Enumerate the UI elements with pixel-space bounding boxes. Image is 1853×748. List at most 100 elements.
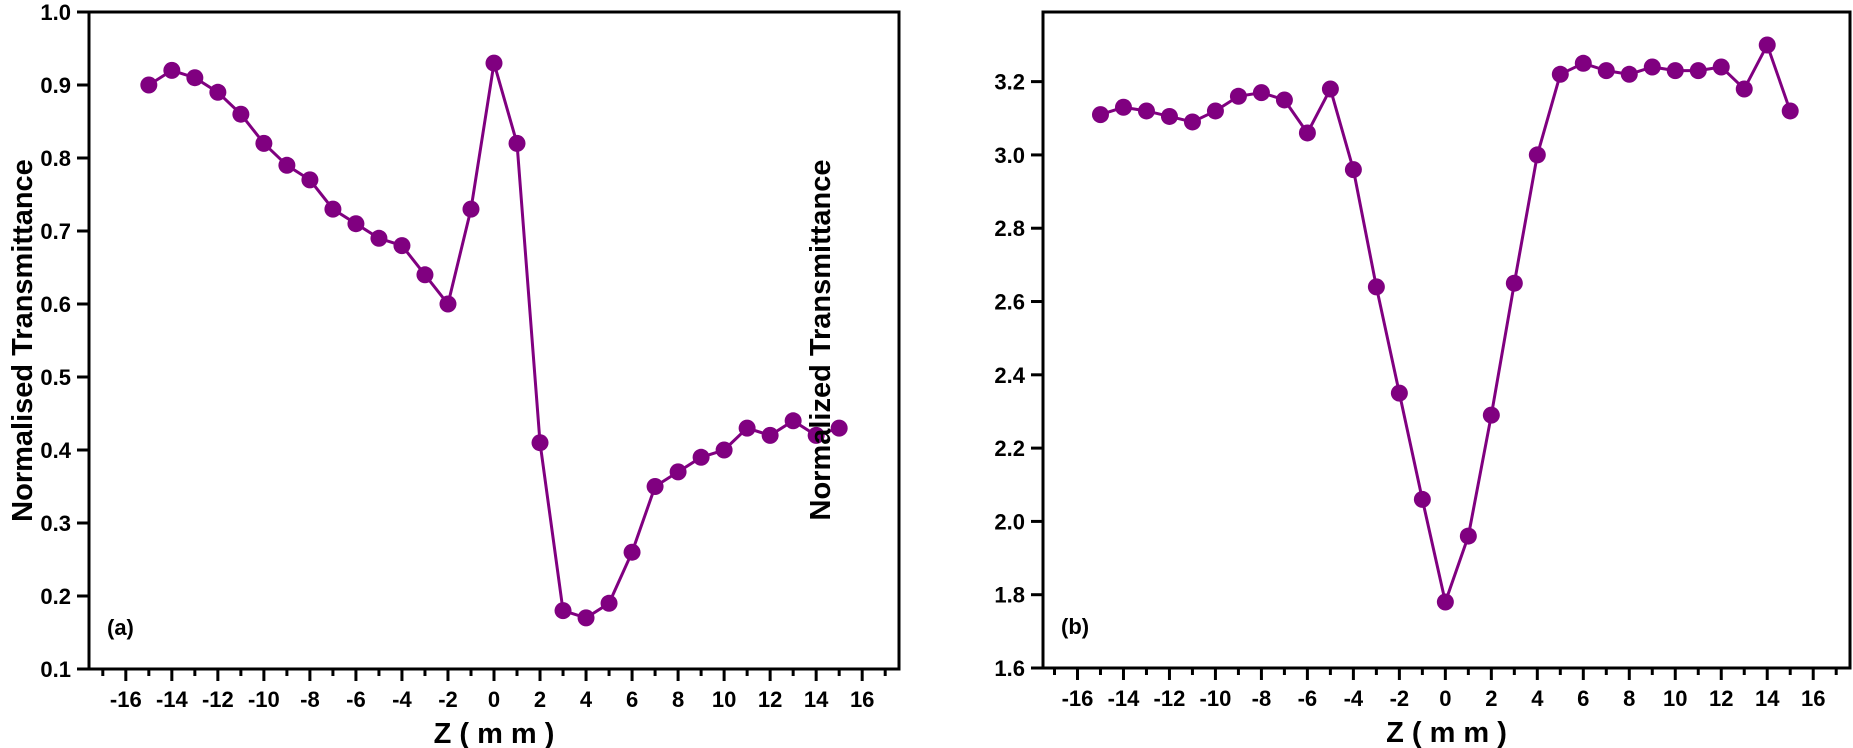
y-tick-label: 3.0 [994, 143, 1025, 168]
y-axis-title: Normalised Transmittance [7, 159, 39, 522]
data-point [1114, 98, 1132, 116]
data-point [1597, 62, 1615, 80]
data-point [1574, 54, 1592, 72]
y-tick-label: 0.8 [40, 146, 71, 171]
data-point [623, 543, 641, 561]
x-tick-label: -2 [438, 687, 458, 712]
y-tick-label: 2.8 [994, 216, 1025, 241]
x-tick-label: 0 [488, 687, 500, 712]
data-point [531, 434, 549, 452]
x-tick-label: -6 [346, 687, 366, 712]
x-tick-label: 6 [1577, 686, 1589, 711]
data-point [163, 61, 181, 79]
data-point [577, 609, 595, 627]
data-point [232, 105, 250, 123]
data-point [1367, 278, 1385, 296]
data-point [807, 426, 825, 444]
x-tick-label: 12 [758, 687, 782, 712]
data-point [1229, 87, 1247, 105]
data-point [738, 419, 756, 437]
data-point [324, 200, 342, 218]
data-point [255, 134, 273, 152]
x-tick-label: -12 [1154, 686, 1186, 711]
panel-label: (a) [107, 615, 134, 640]
data-point [1252, 84, 1270, 102]
data-point [1206, 102, 1224, 120]
x-tick-label: 2 [534, 687, 546, 712]
data-point [1482, 406, 1500, 424]
x-tick-label: 0 [1439, 686, 1451, 711]
data-point [1459, 527, 1477, 545]
data-point [646, 478, 664, 495]
x-tick-label: -4 [392, 687, 412, 712]
data-point [1735, 80, 1753, 98]
data-point [485, 54, 503, 72]
data-point [439, 295, 457, 313]
data-point [1275, 91, 1293, 109]
data-point [715, 441, 733, 459]
data-point [784, 412, 802, 430]
data-point [1551, 65, 1569, 83]
data-point [1712, 58, 1730, 76]
y-tick-label: 0.5 [40, 365, 71, 390]
series-line [148, 62, 840, 620]
data-point [393, 237, 411, 255]
y-tick-label: 0.1 [40, 657, 71, 682]
data-point [669, 463, 687, 481]
x-tick-label: 4 [580, 687, 593, 712]
x-tick-label: -16 [110, 687, 142, 712]
y-tick-label: 1.8 [994, 583, 1025, 608]
data-point [1505, 274, 1523, 292]
data-point [278, 156, 296, 174]
data-point [1160, 107, 1178, 125]
x-tick-label: -4 [1344, 686, 1364, 711]
data-point [508, 134, 526, 152]
data-point [1528, 146, 1546, 164]
data-point [1183, 113, 1201, 131]
x-tick-label: 10 [1663, 686, 1687, 711]
x-tick-label: -16 [1062, 686, 1094, 711]
y-tick-label: 2.2 [994, 436, 1025, 461]
x-tick-label: 8 [1623, 686, 1635, 711]
data-point [1689, 62, 1707, 80]
x-tick-label: -10 [248, 687, 280, 712]
y-tick-label: 2.6 [994, 290, 1025, 315]
data-point [761, 426, 779, 444]
y-tick-label: 1.0 [40, 0, 71, 25]
series-line [1100, 41, 1792, 608]
y-tick-label: 3.2 [994, 70, 1025, 95]
y-tick-label: 0.3 [40, 511, 71, 536]
x-tick-label: -6 [1298, 686, 1318, 711]
data-point [830, 419, 848, 437]
y-tick-label: 2.4 [994, 363, 1025, 388]
x-tick-label: 12 [1709, 686, 1733, 711]
x-tick-label: 14 [804, 687, 829, 712]
y-tick-label: 2.0 [994, 509, 1025, 534]
data-point [186, 69, 204, 87]
x-tick-label: 4 [1531, 686, 1544, 711]
x-tick-label: -2 [1390, 686, 1410, 711]
chart-panel-b: -16 -14 -12 -10 -8 -6 -4 -2 0 2 4 6 8 10 12 14 16 1.6 1.8 2… [805, 10, 1852, 748]
data-point [1344, 161, 1362, 179]
y-tick-label: 0.6 [40, 292, 71, 317]
x-tick-label: -14 [156, 687, 189, 712]
y-axis-title: Normalized Transmittance [805, 160, 837, 521]
y-tick-label: 0.7 [40, 219, 71, 244]
data-point [1620, 65, 1638, 83]
x-tick-label: 16 [1801, 686, 1825, 711]
plot-frame [87, 10, 901, 671]
data-point [1390, 384, 1408, 402]
chart-panel-a: -16 -14 -12 -10 -8 -6 -4 -2 0 2 4 6 8 10 12 14 16 0.1 0.2 0… [7, 0, 901, 748]
data-point [600, 594, 618, 612]
x-tick-label: -12 [202, 687, 234, 712]
data-point [209, 83, 227, 101]
x-tick-label: -8 [300, 687, 320, 712]
data-point [301, 171, 319, 189]
x-tick-label: -8 [1252, 686, 1272, 711]
x-axis-title: Z ( m m ) [434, 718, 555, 748]
x-tick-label: -14 [1108, 686, 1141, 711]
x-tick-label: 16 [850, 687, 874, 712]
x-tick-label: 8 [672, 687, 684, 712]
x-tick-label: 6 [626, 687, 638, 712]
